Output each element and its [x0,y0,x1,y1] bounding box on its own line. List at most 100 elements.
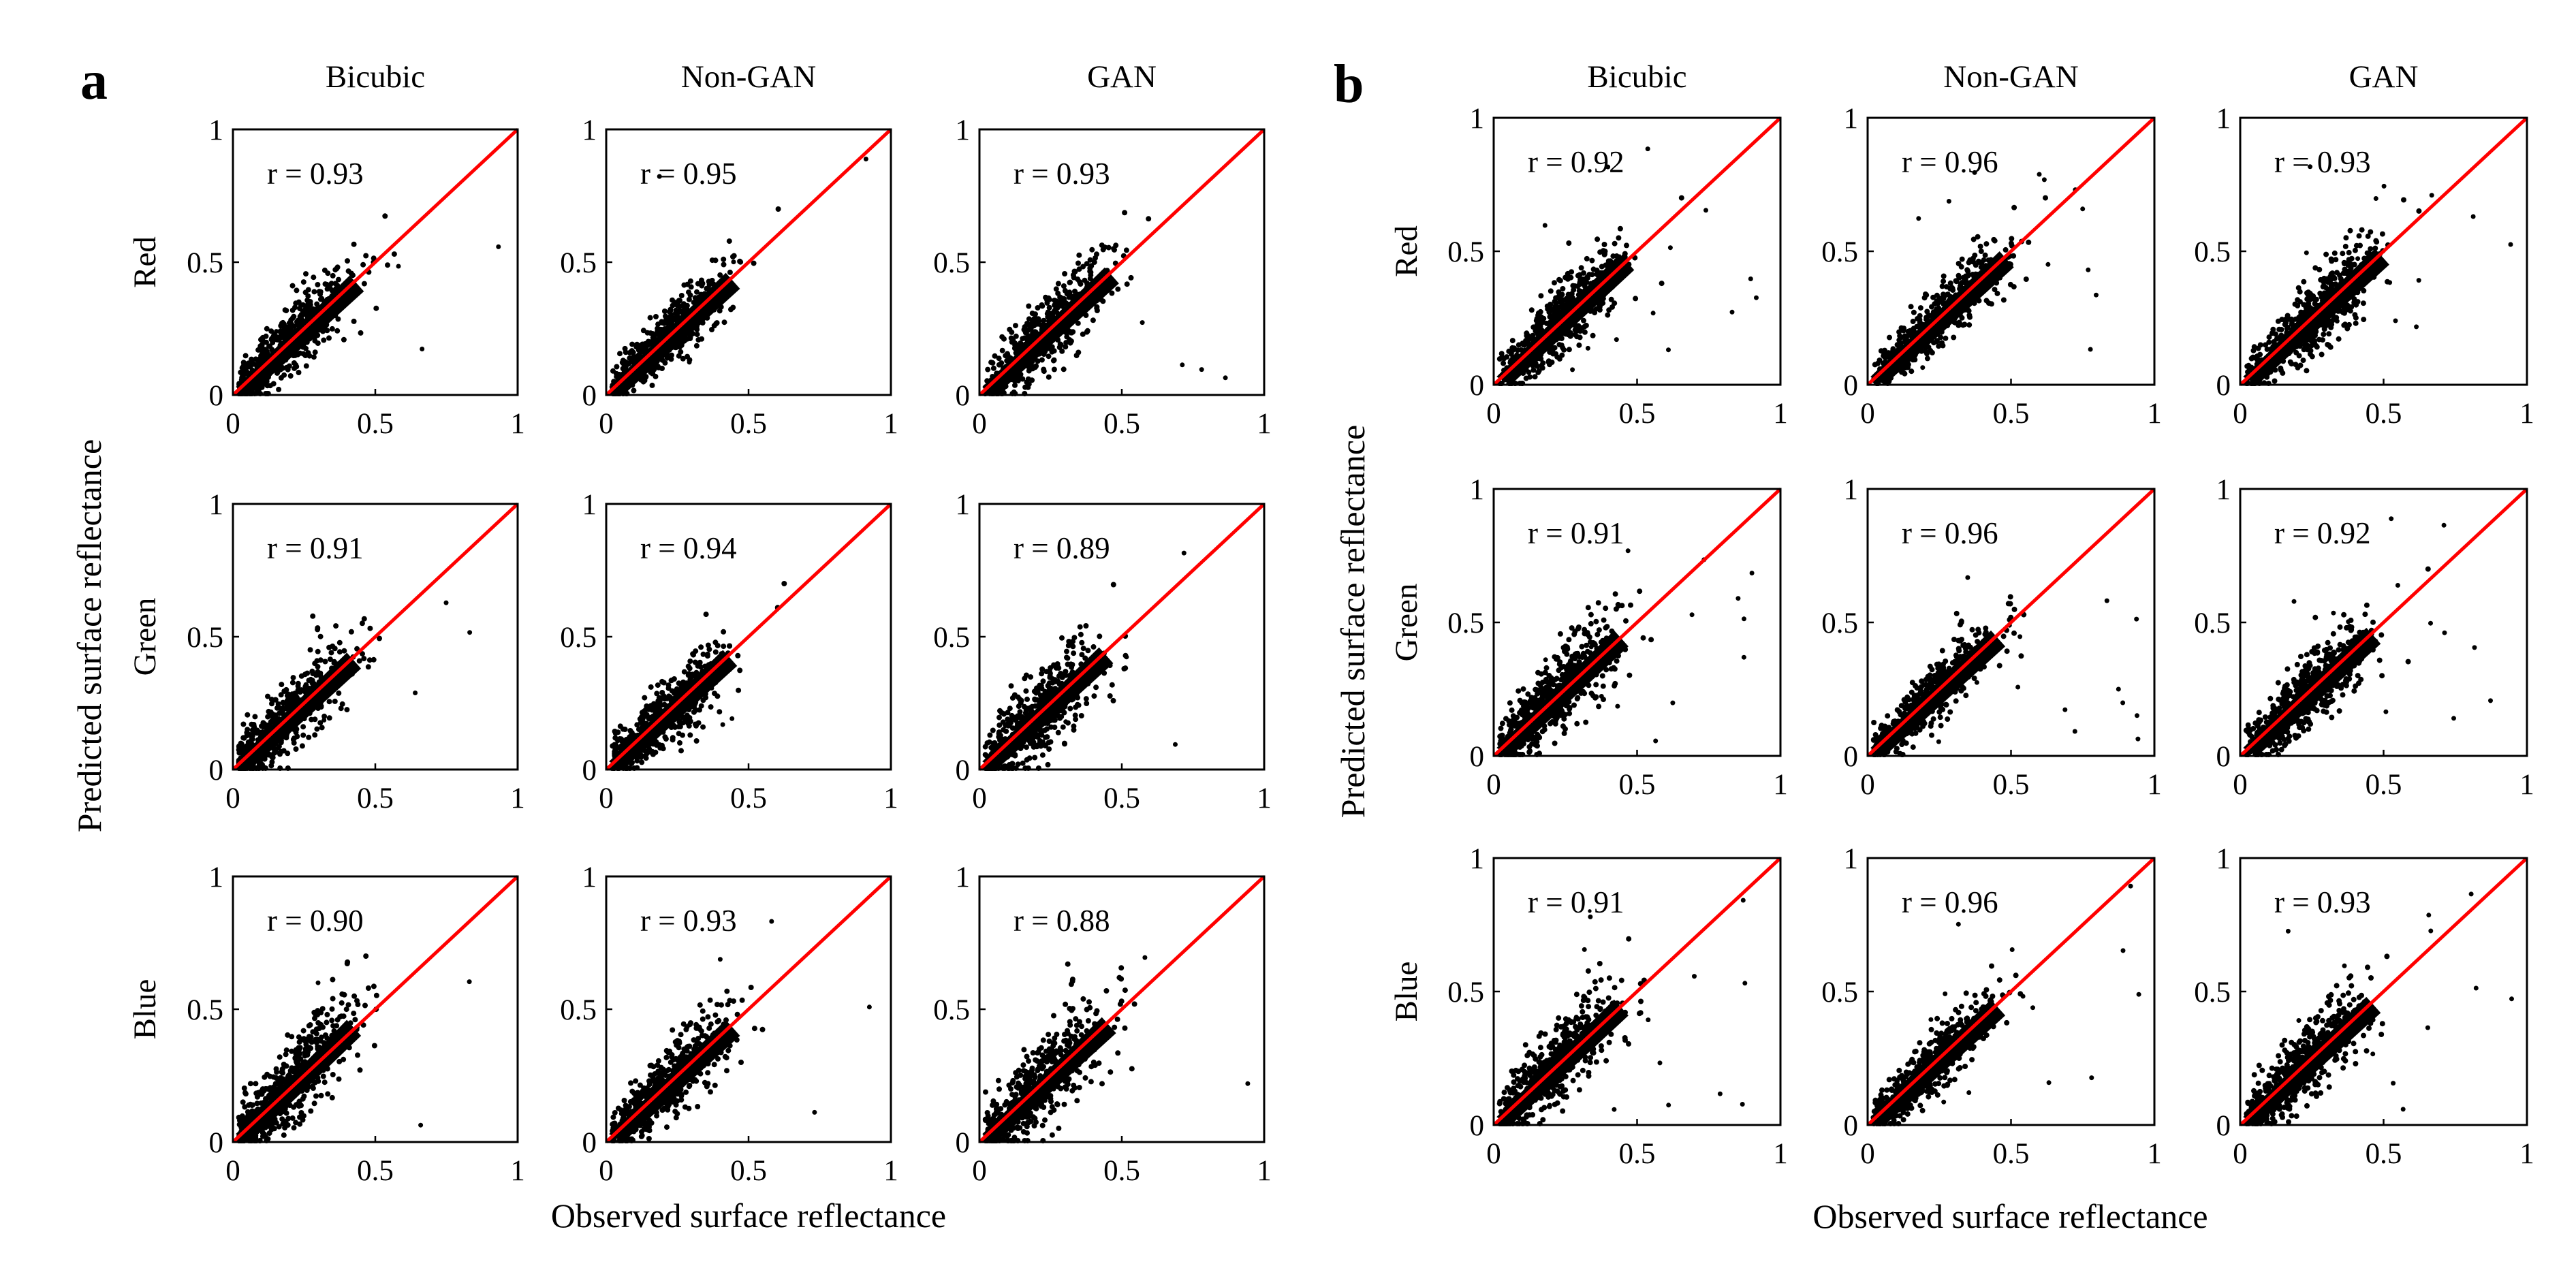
x-tick-label: 0 [225,1155,240,1187]
data-point [1113,242,1119,249]
data-point [1115,286,1121,292]
data-point [333,623,339,629]
data-point [1122,987,1128,994]
x-tick-label: 0.5 [357,1155,394,1187]
data-point [317,633,324,639]
data-point [1072,712,1078,718]
data-point [662,734,668,740]
data-point [712,1082,718,1088]
data-point [306,734,312,740]
data-point [281,372,287,378]
data-point [623,1103,629,1109]
data-point [621,1098,627,1103]
data-point [263,351,269,358]
column-title: Non-GAN [681,59,816,95]
data-point [697,1002,703,1008]
scatter-density-core [236,275,364,395]
data-point [373,992,379,998]
data-point [693,738,700,744]
data-point [303,271,309,277]
data-point [691,1037,697,1043]
data-point [721,319,727,326]
subplot-green-bicubic: 0 0.5 100.51r = 0.91 [187,489,525,814]
data-point [341,1056,347,1062]
data-point [716,1017,722,1024]
data-point [1032,1115,1038,1122]
data-point [1105,244,1112,251]
correlation-label: r = 0.89 [1014,531,1110,565]
data-point [712,1012,719,1018]
data-point [751,1026,757,1032]
y-tick-label: 1 [582,114,597,146]
y-tick-label: 0 [582,380,597,412]
y-tick-label: 0.5 [933,247,970,279]
subplot-red-bicubic: 0 0.5 100.51r = 0.92 [1447,103,1788,430]
outlier-point [1173,742,1178,747]
data-point [1123,247,1129,253]
data-point [275,704,281,710]
data-point [657,330,663,336]
data-point [712,639,719,646]
outlier-point [1181,550,1187,556]
data-point [622,345,628,351]
outlier-point [729,716,735,721]
data-point [298,302,304,308]
data-point [325,1091,331,1097]
data-point [249,737,255,743]
data-point [673,1115,679,1121]
data-point [1088,1079,1094,1085]
x-tick-label: 0.5 [730,408,767,440]
data-point [246,1110,252,1116]
data-point [685,353,690,360]
y-tick-label: 1 [209,489,224,521]
data-point [242,1091,249,1097]
data-point [289,680,296,686]
data-point [621,361,627,367]
y-tick-label: 0.5 [187,622,223,654]
data-point [1034,744,1040,750]
data-point [985,366,991,373]
data-point [337,1014,343,1020]
data-point [727,643,732,649]
data-point [663,313,668,319]
data-point [704,653,710,659]
column-title: GAN [1087,59,1157,95]
data-point [262,347,268,353]
data-point [315,627,321,633]
data-point [344,961,350,966]
data-point [277,328,283,334]
x-tick-label: 0.5 [357,408,394,440]
data-point [1034,1058,1040,1064]
data-point [296,688,302,695]
data-point [1020,1062,1026,1068]
outlier-point [413,691,418,695]
data-point [274,370,280,376]
data-point [1076,252,1082,258]
data-point [1069,662,1075,667]
data-point [991,1112,997,1118]
data-point [1051,366,1057,373]
data-point [1083,623,1089,629]
data-point [996,355,1002,362]
data-point [351,318,357,324]
data-point [336,639,343,646]
data-point [618,1111,625,1117]
data-point [285,750,291,757]
y-tick-label: 0 [209,380,224,412]
data-point [280,319,286,326]
outlier-point [467,979,472,985]
data-point [672,724,678,730]
row-label: Red [1389,225,1424,277]
data-point [642,377,648,383]
data-point [614,364,620,370]
x-tick-label: 0 [225,408,240,440]
data-point [1046,304,1052,311]
data-point [308,1108,314,1114]
data-point [250,732,255,738]
scatter-density-core [236,652,362,770]
data-point [667,308,674,314]
data-point [1013,323,1018,329]
x-tick-label: 0 [972,782,987,814]
x-tick-label: 1 [883,782,898,814]
